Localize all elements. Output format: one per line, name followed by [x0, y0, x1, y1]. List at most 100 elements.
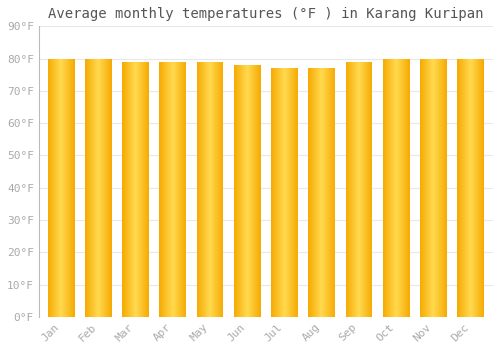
- Bar: [402, 58, 403, 317]
- Bar: [310, 68, 311, 317]
- Bar: [111, 58, 112, 317]
- Bar: [271, 68, 298, 317]
- Bar: [65, 58, 66, 317]
- Bar: [481, 58, 482, 317]
- Bar: [52, 58, 53, 317]
- Bar: [185, 62, 186, 317]
- Bar: [90, 58, 91, 317]
- Bar: [218, 62, 219, 317]
- Bar: [146, 62, 147, 317]
- Bar: [246, 65, 248, 317]
- Bar: [214, 62, 215, 317]
- Bar: [355, 62, 356, 317]
- Bar: [139, 62, 140, 317]
- Bar: [63, 58, 64, 317]
- Bar: [438, 58, 439, 317]
- Bar: [219, 62, 220, 317]
- Bar: [73, 58, 74, 317]
- Bar: [101, 58, 102, 317]
- Bar: [361, 62, 362, 317]
- Bar: [108, 58, 109, 317]
- Bar: [58, 58, 59, 317]
- Bar: [371, 62, 372, 317]
- Bar: [428, 58, 429, 317]
- Bar: [142, 62, 143, 317]
- Bar: [468, 58, 469, 317]
- Bar: [387, 58, 388, 317]
- Bar: [123, 62, 124, 317]
- Bar: [427, 58, 428, 317]
- Bar: [110, 58, 111, 317]
- Bar: [332, 68, 333, 317]
- Bar: [122, 62, 123, 317]
- Bar: [163, 62, 164, 317]
- Bar: [128, 62, 129, 317]
- Bar: [364, 62, 365, 317]
- Bar: [133, 62, 134, 317]
- Bar: [131, 62, 132, 317]
- Bar: [349, 62, 350, 317]
- Bar: [444, 58, 445, 317]
- Bar: [458, 58, 484, 317]
- Bar: [256, 65, 258, 317]
- Bar: [250, 65, 252, 317]
- Bar: [286, 68, 287, 317]
- Bar: [234, 65, 236, 317]
- Bar: [182, 62, 183, 317]
- Bar: [92, 58, 93, 317]
- Bar: [238, 65, 240, 317]
- Bar: [318, 68, 319, 317]
- Bar: [474, 58, 476, 317]
- Bar: [348, 62, 349, 317]
- Bar: [89, 58, 90, 317]
- Bar: [72, 58, 73, 317]
- Bar: [370, 62, 371, 317]
- Bar: [313, 68, 314, 317]
- Bar: [176, 62, 177, 317]
- Bar: [314, 68, 315, 317]
- Bar: [202, 62, 218, 317]
- Bar: [240, 65, 254, 317]
- Bar: [86, 58, 87, 317]
- Bar: [179, 62, 180, 317]
- Bar: [137, 62, 138, 317]
- Bar: [397, 58, 398, 317]
- Bar: [290, 68, 291, 317]
- Bar: [435, 58, 436, 317]
- Bar: [393, 58, 394, 317]
- Bar: [460, 58, 462, 317]
- Bar: [202, 62, 203, 317]
- Bar: [221, 62, 222, 317]
- Bar: [308, 68, 335, 317]
- Bar: [167, 62, 168, 317]
- Bar: [285, 68, 286, 317]
- Bar: [325, 68, 326, 317]
- Bar: [248, 65, 250, 317]
- Bar: [135, 62, 136, 317]
- Bar: [170, 62, 171, 317]
- Bar: [407, 58, 408, 317]
- Bar: [351, 62, 352, 317]
- Bar: [333, 68, 334, 317]
- Bar: [56, 58, 57, 317]
- Bar: [434, 58, 435, 317]
- Bar: [311, 68, 312, 317]
- Bar: [171, 62, 172, 317]
- Bar: [478, 58, 479, 317]
- Bar: [439, 58, 440, 317]
- Bar: [322, 68, 323, 317]
- Bar: [99, 58, 100, 317]
- Bar: [64, 58, 65, 317]
- Bar: [48, 58, 74, 317]
- Bar: [308, 68, 309, 317]
- Bar: [406, 58, 407, 317]
- Bar: [178, 62, 179, 317]
- Bar: [216, 62, 217, 317]
- Bar: [62, 58, 63, 317]
- Bar: [399, 58, 400, 317]
- Bar: [405, 58, 406, 317]
- Bar: [320, 68, 321, 317]
- Bar: [360, 62, 361, 317]
- Bar: [105, 58, 106, 317]
- Bar: [422, 58, 423, 317]
